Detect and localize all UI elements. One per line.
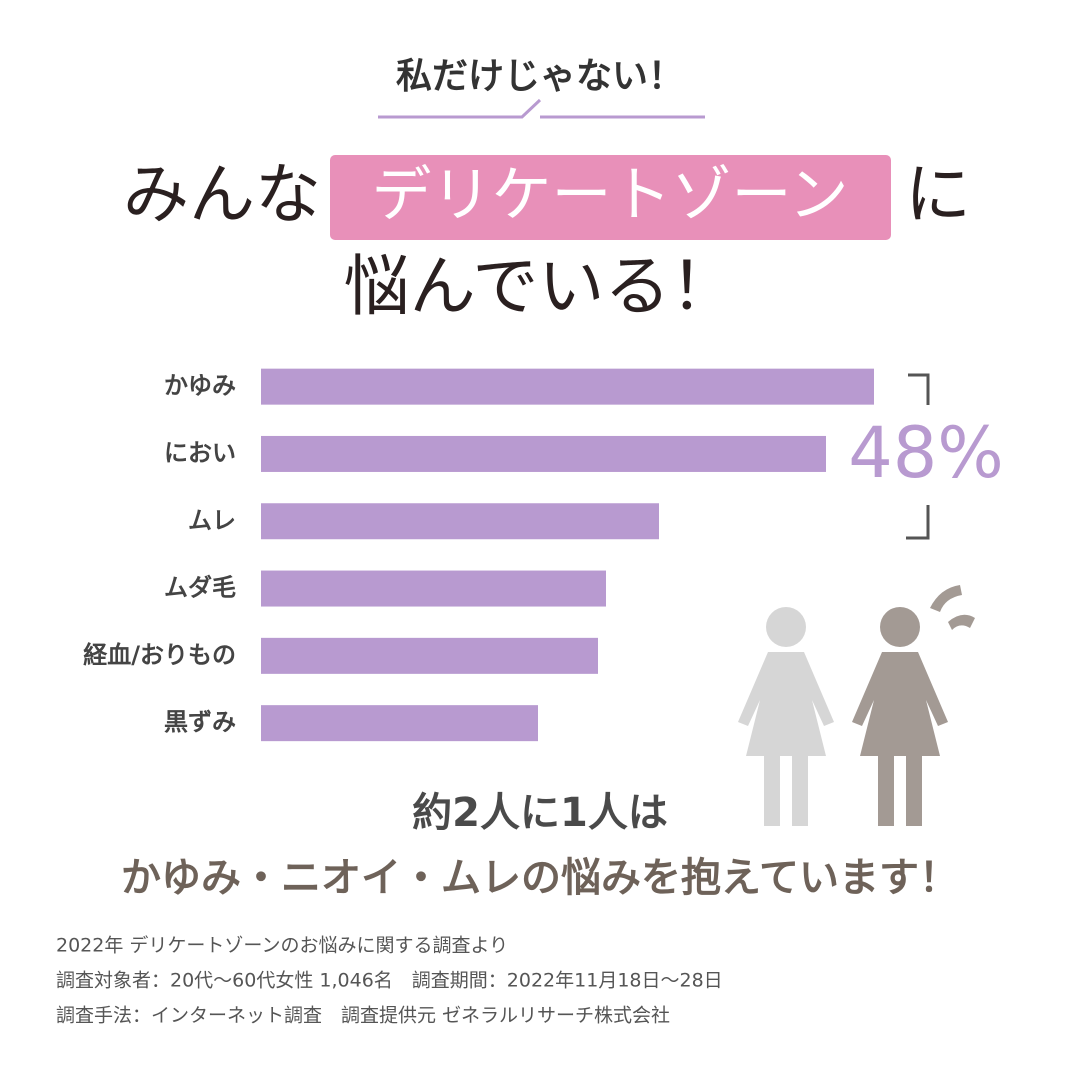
bar [261, 570, 606, 607]
title-highlight-box [330, 155, 891, 240]
category-label: 黒ずみ [164, 708, 236, 736]
title-post: に [905, 156, 971, 233]
title-line2: 悩んでいる！ [344, 248, 737, 325]
note: 調査手法：インターネット調査 調査提供元 ゼネラルリサーチ株式会社 [56, 1005, 670, 1027]
note: 調査対象者：20代〜60代女性 1,046名 調査期間：2022年11月18日〜… [56, 970, 723, 992]
category-label: ムレ [188, 506, 236, 534]
bar [261, 435, 826, 472]
note: 2022年 デリケートゾーンのお悩みに関する調査より [56, 935, 508, 957]
bar [261, 705, 538, 742]
bar [261, 368, 874, 405]
bubble-line [378, 98, 705, 119]
bracket [906, 373, 930, 540]
bar [261, 503, 659, 540]
category-label: かゆみ [164, 372, 236, 400]
bubble-text: 私だけじゃない！ [396, 56, 684, 97]
person-icon [738, 607, 834, 826]
bar [261, 637, 598, 674]
conclusion-line1: 約2人に1人は [412, 790, 668, 836]
title-highlight: デリケートゾーン [372, 161, 849, 231]
category-label: ムダ毛 [164, 574, 236, 602]
title-pre: みんな [123, 156, 321, 233]
conclusion-line2: かゆみ・ニオイ・ムレの悩みを抱えています！ [121, 855, 959, 901]
category-label: におい [164, 439, 236, 467]
person-icon-worried [852, 585, 975, 826]
category-label: 経血/おりもの [83, 641, 236, 669]
annotation: 48% [848, 412, 1004, 494]
